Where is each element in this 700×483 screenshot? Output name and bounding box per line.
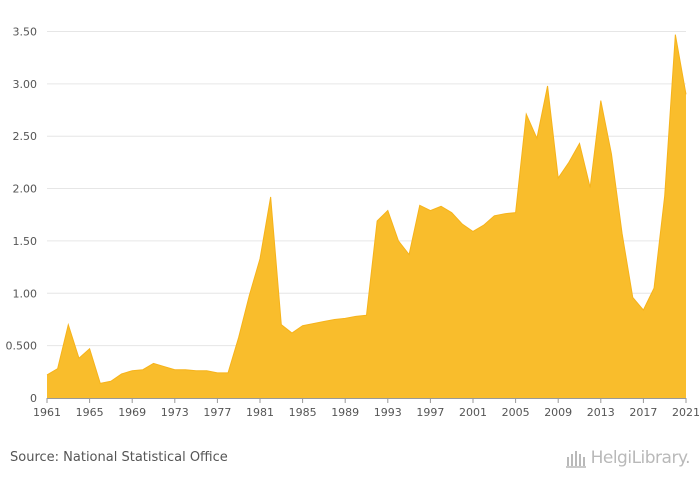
y-tick-label: 1.00 [13,287,38,300]
x-tick-label: 1977 [203,406,231,419]
y-tick-label: 2.50 [13,130,38,143]
helgi-library-logo[interactable]: HelgiLibrary. [565,448,691,468]
y-tick-label: 0 [30,392,37,405]
x-tick-label: 1969 [118,406,146,419]
x-tick-label: 1981 [246,406,274,419]
y-tick-labels: 0 0.500 1.00 1.50 2.00 2.50 3.00 3.50 [6,25,38,405]
area-series [46,34,687,399]
y-tick-label: 1.50 [13,235,38,248]
x-tick-label: 1989 [331,406,359,419]
axes [46,398,687,403]
x-tick-label: 1993 [374,406,402,419]
area-line [46,34,687,384]
y-tick-label: 3.50 [13,25,38,38]
y-tick-label: 3.00 [13,78,38,91]
x-tick-label: 1961 [33,406,61,419]
area-fill [47,34,686,399]
x-tick-label: 2021 [672,406,700,419]
x-tick-label: 1985 [289,406,317,419]
y-tick-label: 0.500 [6,340,38,353]
source-note: Source: National Statistical Office [10,450,228,465]
grid-lines [47,30,686,347]
logo-text: HelgiLibrary. [590,448,691,468]
x-tick-label: 1965 [76,406,104,419]
y-tick-label: 2.00 [13,183,38,196]
x-tick-label: 1973 [161,406,189,419]
x-tick-label: 2001 [459,406,487,419]
library-icon [565,451,586,468]
x-tick-label: 1997 [416,406,444,419]
x-tick-label: 2005 [502,406,530,419]
x-tick-label: 2013 [587,406,615,419]
x-tick-label: 2009 [544,406,572,419]
x-tick-label: 2017 [629,406,657,419]
x-tick-labels: 1961 1965 1969 1973 1977 1981 1985 1989 1993 1997… [33,406,700,419]
